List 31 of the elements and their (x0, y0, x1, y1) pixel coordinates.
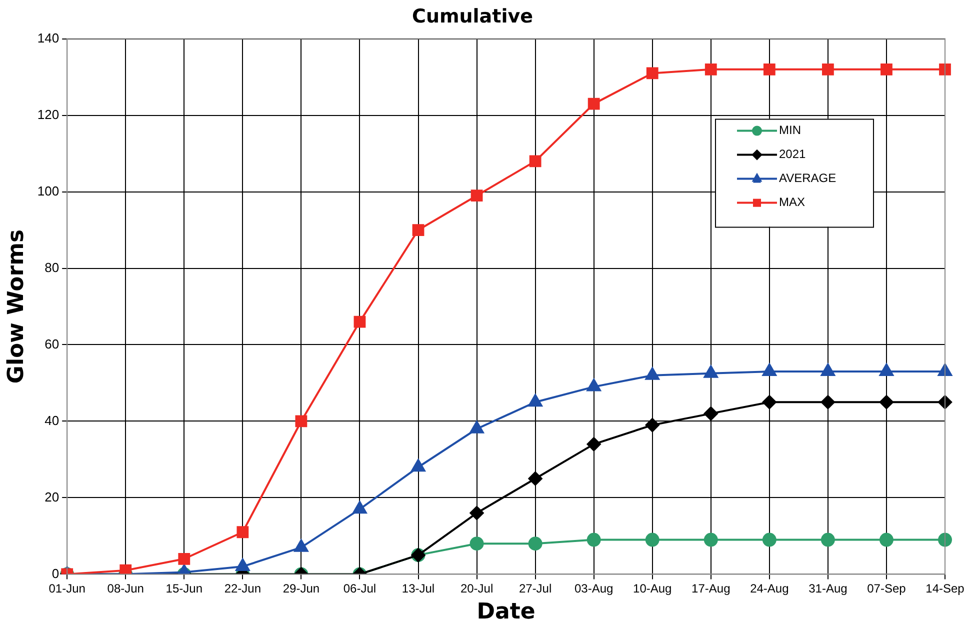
x-axis-title: Date (476, 600, 536, 625)
x-tick-label: 22-Jun (224, 582, 262, 596)
y-tick-label: 20 (44, 489, 60, 504)
x-tick-label: 08-Jun (107, 582, 144, 596)
x-tick-label: 10-Aug (633, 582, 672, 596)
x-tick-label: 01-Jun (48, 582, 86, 596)
y-tick-label: 0 (52, 566, 60, 581)
y-tick-label: 60 (44, 336, 60, 352)
y-tick-label: 120 (37, 106, 60, 122)
x-tick-label: 27-Jul (518, 582, 552, 596)
chart-title: Cumulative (412, 5, 533, 28)
x-tick-label: 03-Aug (574, 582, 614, 596)
y-tick-label: 80 (44, 260, 60, 275)
y-axis-title: Glow Worms (4, 229, 29, 384)
legend-label: 2021 (779, 147, 806, 162)
x-tick-label: 06-Jul (343, 582, 376, 596)
y-tick-label: 40 (44, 412, 60, 428)
x-tick-label: 07-Sep (867, 582, 906, 596)
x-tick-label: 31-Aug (808, 582, 848, 596)
y-tick-label: 140 (37, 30, 60, 46)
x-tick-label: 29-Jun (282, 582, 320, 596)
x-tick-label: 17-Aug (692, 582, 730, 596)
legend-label: AVERAGE (779, 171, 836, 186)
legend-label: MAX (779, 195, 806, 210)
x-tick-label: 14-Sep (926, 582, 965, 596)
x-tick-label: 13-Jul (402, 582, 435, 596)
x-tick-label: 20-Jul (460, 582, 494, 596)
x-tick-label: 15-Jun (166, 582, 202, 596)
y-tick-label: 100 (37, 183, 60, 198)
legend-label: MIN (779, 123, 801, 138)
x-tick-label: 24-Aug (750, 582, 789, 596)
